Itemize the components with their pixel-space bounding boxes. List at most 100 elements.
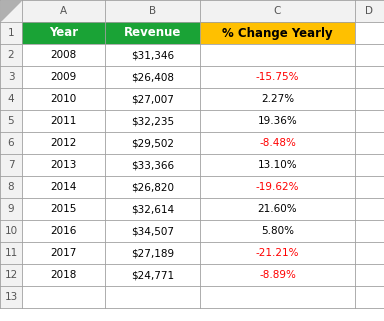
Text: 10: 10	[5, 226, 18, 236]
Text: 2: 2	[8, 50, 14, 60]
Bar	[105, 220, 200, 242]
Text: $29,502: $29,502	[131, 138, 174, 148]
Bar	[200, 154, 355, 176]
Bar	[105, 264, 200, 286]
Bar	[105, 286, 200, 308]
Bar	[22, 242, 105, 264]
Bar	[355, 22, 384, 44]
Text: $31,346: $31,346	[131, 50, 174, 60]
Text: 2017: 2017	[50, 248, 77, 258]
Text: -15.75%: -15.75%	[256, 72, 299, 82]
Bar	[200, 88, 355, 110]
Text: 13.10%: 13.10%	[258, 160, 297, 170]
Text: C: C	[274, 6, 281, 16]
Bar	[200, 66, 355, 88]
Bar	[105, 176, 200, 198]
Bar	[0, 286, 22, 308]
Text: $34,507: $34,507	[131, 226, 174, 236]
Bar	[0, 154, 22, 176]
Text: 2009: 2009	[50, 72, 77, 82]
Bar	[0, 132, 22, 154]
Bar	[0, 88, 22, 110]
Text: $32,235: $32,235	[131, 116, 174, 126]
Text: B: B	[149, 6, 156, 16]
Bar	[355, 264, 384, 286]
Bar	[22, 286, 105, 308]
Bar	[355, 198, 384, 220]
Text: % Change Yearly: % Change Yearly	[222, 27, 333, 39]
Bar	[355, 154, 384, 176]
Bar	[0, 0, 22, 22]
Text: D: D	[366, 6, 374, 16]
Bar	[200, 264, 355, 286]
Text: 1: 1	[8, 28, 14, 38]
Bar	[105, 44, 200, 66]
Bar	[22, 0, 105, 22]
Bar	[200, 220, 355, 242]
Bar	[200, 132, 355, 154]
Bar	[22, 44, 105, 66]
Text: 8: 8	[8, 182, 14, 192]
Bar	[200, 198, 355, 220]
Text: 11: 11	[4, 248, 18, 258]
Bar	[105, 242, 200, 264]
Text: $27,007: $27,007	[131, 94, 174, 104]
Bar	[0, 66, 22, 88]
Bar	[0, 176, 22, 198]
Bar	[355, 110, 384, 132]
Bar	[105, 66, 200, 88]
Text: 6: 6	[8, 138, 14, 148]
Text: -8.89%: -8.89%	[259, 270, 296, 280]
Bar	[105, 110, 200, 132]
Text: A: A	[60, 6, 67, 16]
Bar	[200, 286, 355, 308]
Bar	[105, 198, 200, 220]
Text: $27,189: $27,189	[131, 248, 174, 258]
Bar	[22, 154, 105, 176]
Bar	[355, 132, 384, 154]
Bar	[22, 220, 105, 242]
Bar	[200, 110, 355, 132]
Bar	[22, 88, 105, 110]
Bar	[22, 198, 105, 220]
Text: -19.62%: -19.62%	[256, 182, 299, 192]
Bar	[22, 22, 105, 44]
Bar	[355, 220, 384, 242]
Text: 4: 4	[8, 94, 14, 104]
Bar	[200, 176, 355, 198]
Text: 2015: 2015	[50, 204, 77, 214]
Text: 5: 5	[8, 116, 14, 126]
Text: 2018: 2018	[50, 270, 77, 280]
Bar	[0, 220, 22, 242]
Text: 2016: 2016	[50, 226, 77, 236]
Bar	[105, 132, 200, 154]
Bar	[22, 264, 105, 286]
Bar	[200, 242, 355, 264]
Text: 2011: 2011	[50, 116, 77, 126]
Bar	[22, 110, 105, 132]
Text: $33,366: $33,366	[131, 160, 174, 170]
Text: 2012: 2012	[50, 138, 77, 148]
Bar	[0, 264, 22, 286]
Text: $26,820: $26,820	[131, 182, 174, 192]
Bar	[200, 44, 355, 66]
Text: 2014: 2014	[50, 182, 77, 192]
Bar	[22, 132, 105, 154]
Bar	[22, 176, 105, 198]
Text: Revenue: Revenue	[124, 27, 181, 39]
Text: 2.27%: 2.27%	[261, 94, 294, 104]
Bar	[200, 22, 355, 44]
Text: -8.48%: -8.48%	[259, 138, 296, 148]
Bar	[0, 110, 22, 132]
Bar	[0, 242, 22, 264]
Bar	[355, 44, 384, 66]
Bar	[355, 286, 384, 308]
Bar	[0, 198, 22, 220]
Text: $32,614: $32,614	[131, 204, 174, 214]
Text: Year: Year	[49, 27, 78, 39]
Text: $24,771: $24,771	[131, 270, 174, 280]
Bar	[105, 0, 200, 22]
Text: 2013: 2013	[50, 160, 77, 170]
Bar	[0, 22, 22, 44]
Bar	[355, 66, 384, 88]
